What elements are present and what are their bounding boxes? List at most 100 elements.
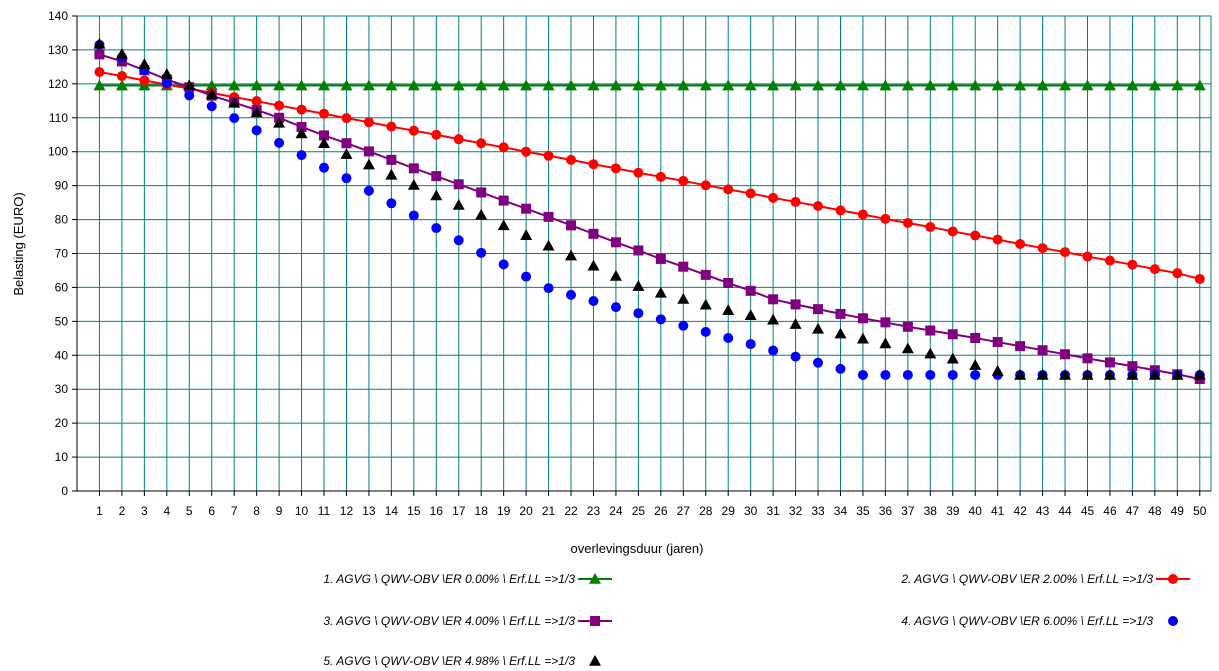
series-1-point xyxy=(1171,79,1184,91)
series-2-point xyxy=(543,150,554,161)
series-4-point xyxy=(341,173,352,184)
series-5-point xyxy=(744,309,757,321)
series-5-point xyxy=(183,79,196,91)
series-5-point xyxy=(587,259,600,271)
series-2-point xyxy=(274,100,285,111)
series-1-point xyxy=(497,79,510,91)
x-tick-label: 45 xyxy=(1081,504,1095,518)
series-4-point xyxy=(947,369,958,380)
x-tick-label: 17 xyxy=(452,504,466,518)
x-tick-label: 12 xyxy=(340,504,354,518)
x-tick-label: 46 xyxy=(1103,504,1117,518)
series-4-point xyxy=(925,369,936,380)
x-tick-label: 47 xyxy=(1126,504,1140,518)
series-2-point xyxy=(947,226,958,237)
series-5-point xyxy=(767,313,780,325)
series-5-point xyxy=(295,127,308,139)
series-5-point xyxy=(520,229,533,240)
x-tick-label: 41 xyxy=(991,504,1005,518)
series-1-point xyxy=(812,79,825,91)
series-1-point xyxy=(632,79,645,91)
x-tick-label: 18 xyxy=(475,504,489,518)
series-1-point xyxy=(924,79,937,91)
series-4-point xyxy=(161,78,172,89)
y-tick-label: 140 xyxy=(48,9,68,23)
series-5-point xyxy=(1059,368,1072,380)
series-2-point xyxy=(880,213,891,224)
series-2-point xyxy=(1082,251,1093,262)
series-3-point xyxy=(1127,361,1138,372)
series-1-point xyxy=(654,79,667,91)
series-4-point xyxy=(745,339,756,350)
series-4-point xyxy=(386,198,397,209)
series-3-point xyxy=(1104,357,1115,368)
series-3-point xyxy=(723,278,734,289)
series-5-point xyxy=(1014,368,1027,380)
series-2-point xyxy=(678,175,689,186)
series-2-point xyxy=(655,171,666,182)
y-tick-label: 120 xyxy=(48,77,68,91)
series-3-point xyxy=(700,269,711,280)
series-1-point xyxy=(767,79,780,91)
series-3-point xyxy=(768,294,779,305)
x-tick-label: 42 xyxy=(1013,504,1027,518)
series-3-point xyxy=(745,285,756,296)
legend-marker xyxy=(1168,574,1178,584)
series-4-point xyxy=(431,223,442,234)
series-1-point xyxy=(991,79,1004,91)
series-5-point xyxy=(385,168,398,180)
series-2-point xyxy=(498,142,509,153)
y-tick-label: 40 xyxy=(55,348,69,362)
series-1-point xyxy=(362,79,375,91)
series-1-point xyxy=(587,79,600,91)
x-tick-label: 6 xyxy=(208,504,215,518)
x-tick-label: 39 xyxy=(946,504,960,518)
series-4-point xyxy=(700,326,711,337)
series-4-point xyxy=(296,150,307,161)
series-1-point xyxy=(677,79,690,91)
legend-entry-1: 1. AGVG \ QWV-OBV \ER 0.00% \ Erf.LL =>1… xyxy=(323,572,612,586)
y-axis-title: Belasting (EURO) xyxy=(11,192,26,295)
x-tick-label: 37 xyxy=(901,504,915,518)
series-2-point xyxy=(363,117,374,128)
series-3-point xyxy=(566,220,577,231)
series-4-point xyxy=(521,271,532,282)
series-1-point xyxy=(273,79,286,91)
series-1 xyxy=(93,79,1206,91)
series-5-point xyxy=(228,96,241,108)
x-tick-label: 25 xyxy=(632,504,646,518)
series-3-point xyxy=(678,261,689,272)
series-5-point xyxy=(654,286,667,298)
series-5-point xyxy=(1193,368,1206,380)
y-tick-label: 90 xyxy=(55,179,69,193)
series-3-point xyxy=(386,154,397,165)
series-5-point xyxy=(565,249,578,261)
x-tick-label: 5 xyxy=(186,504,193,518)
series-4-point xyxy=(588,296,599,306)
series-4-point xyxy=(857,369,868,380)
x-tick-label: 28 xyxy=(699,504,713,518)
series-2-point xyxy=(476,138,487,149)
series-4-point xyxy=(453,235,464,246)
series-2-point xyxy=(1194,273,1205,284)
y-tick-label: 60 xyxy=(55,280,69,294)
series-5-point xyxy=(677,292,690,304)
series-2-point xyxy=(857,209,868,220)
series-2-point xyxy=(1149,264,1160,275)
series-1-point xyxy=(115,79,128,91)
series-3-point xyxy=(408,163,419,174)
series-2-point xyxy=(251,96,262,107)
series-1-point xyxy=(1103,79,1116,91)
series-5-point xyxy=(699,298,712,310)
x-tick-label: 49 xyxy=(1171,504,1185,518)
legend-label: 4. AGVG \ QWV-OBV \ER 6.00% \ Erf.LL =>1… xyxy=(901,614,1153,628)
series-5 xyxy=(93,37,1206,380)
series-1-point xyxy=(879,79,892,91)
x-tick-label: 10 xyxy=(295,504,309,518)
series-2-point xyxy=(1104,255,1115,266)
series-1-point xyxy=(565,79,578,91)
series-3-point xyxy=(1015,341,1026,352)
series-3-point xyxy=(476,187,487,198)
series-4-point xyxy=(813,357,824,368)
